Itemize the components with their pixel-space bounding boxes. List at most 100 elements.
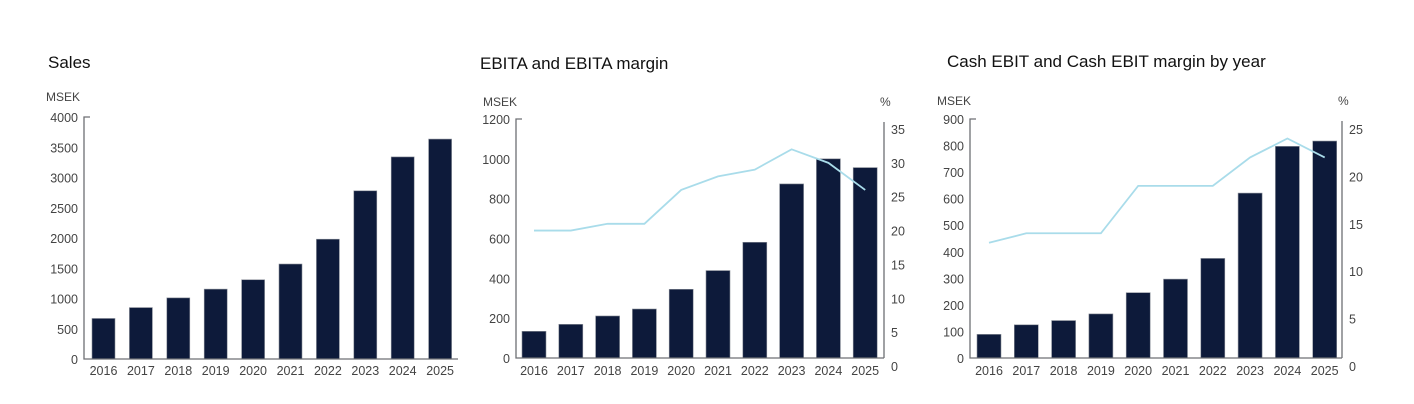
bar-2024 <box>816 158 841 359</box>
y2-tick-label: 15 <box>1349 218 1363 232</box>
y-tick-label: 1000 <box>50 293 78 307</box>
bar-2025 <box>852 167 878 359</box>
y-tick-label: 1200 <box>482 113 510 127</box>
y-tick-label: 300 <box>943 272 964 286</box>
y-tick-label: 500 <box>943 219 964 233</box>
y2-tick-label: 25 <box>891 191 905 205</box>
x-tick-label: 2017 <box>557 364 585 378</box>
bar-2024 <box>1275 146 1300 359</box>
y2-tick-label: 20 <box>1349 170 1363 184</box>
bar-2017 <box>129 307 153 360</box>
left-axis <box>969 118 1342 359</box>
y2-tick-label: 10 <box>891 292 905 306</box>
x-tick-label: 2024 <box>814 364 842 378</box>
x-tick-label: 2025 <box>426 364 454 378</box>
margin-line <box>988 137 1326 244</box>
y-tick-label: 800 <box>489 193 510 207</box>
chart-3: Cash EBIT and Cash EBIT margin by year MS… <box>937 52 1363 378</box>
x-tick-label: 2020 <box>667 364 695 378</box>
y-tick-label: 2500 <box>50 202 78 216</box>
y2-axis-unit: % <box>880 95 891 109</box>
bar-2022 <box>742 241 768 359</box>
y-tick-label: 700 <box>943 166 964 180</box>
y2-tick-label: 0 <box>891 360 898 374</box>
bar-2021 <box>278 263 303 360</box>
bar-2016 <box>976 334 1002 359</box>
y-tick-label: 4000 <box>50 111 78 125</box>
y-axis-unit: MSEK <box>46 90 80 104</box>
y2-tick-label: 5 <box>891 326 898 340</box>
x-tick-label: 2016 <box>90 364 118 378</box>
y-tick-label: 0 <box>71 353 78 367</box>
x-tick-label: 2018 <box>164 364 192 378</box>
x-tick-label: 2023 <box>778 364 806 378</box>
bar-2020 <box>1125 292 1151 359</box>
bar-2023 <box>779 183 804 359</box>
bar-2024 <box>390 156 415 360</box>
x-tick-label: 2019 <box>630 364 658 378</box>
x-tick-label: 2022 <box>741 364 769 378</box>
bar-2021 <box>705 270 731 359</box>
y-tick-label: 1000 <box>482 153 510 167</box>
x-tick-label: 2019 <box>202 364 230 378</box>
y2-tick-label: 10 <box>1349 265 1363 279</box>
x-tick-label: 2022 <box>314 364 342 378</box>
left-axis <box>83 116 458 360</box>
x-tick-label: 2021 <box>704 364 732 378</box>
x-tick-label: 2021 <box>1162 364 1190 378</box>
bar-2023 <box>1237 192 1263 359</box>
bar-2023 <box>353 190 378 360</box>
x-tick-label: 2016 <box>975 364 1003 378</box>
y2-axis-unit: % <box>1338 94 1349 108</box>
chart-title: Cash EBIT and Cash EBIT margin by year <box>947 52 1266 71</box>
x-tick-label: 2023 <box>1236 364 1264 378</box>
bar-2025 <box>428 138 452 360</box>
y-tick-label: 2000 <box>50 232 78 246</box>
y2-tick-label: 0 <box>1349 360 1356 374</box>
chart-title: EBITA and EBITA margin <box>480 54 668 73</box>
y-tick-label: 1500 <box>50 262 78 276</box>
bar-2016 <box>521 331 547 359</box>
bar-2022 <box>316 238 340 360</box>
y2-tick-label: 20 <box>891 225 905 239</box>
y-axis-unit: MSEK <box>937 94 971 108</box>
chart-1: Sales MSEK 0 500 1000 1500 2000 2500 3000 3500 400… <box>46 53 458 378</box>
bar-2019 <box>632 308 657 359</box>
y-tick-label: 100 <box>943 325 964 339</box>
x-tick-label: 2025 <box>851 364 879 378</box>
bar-2018 <box>1051 320 1076 359</box>
x-tick-label: 2021 <box>277 364 305 378</box>
y-tick-label: 600 <box>489 233 510 247</box>
bar-2017 <box>558 324 584 359</box>
x-tick-label: 2018 <box>594 364 622 378</box>
bar-2018 <box>166 297 191 360</box>
bar-2019 <box>203 288 228 360</box>
y-tick-label: 3000 <box>50 172 78 186</box>
x-tick-label: 2020 <box>1124 364 1152 378</box>
y-tick-label: 400 <box>943 246 964 260</box>
y-tick-label: 400 <box>489 272 510 286</box>
y2-tick-label: 25 <box>1349 123 1363 137</box>
x-tick-label: 2023 <box>351 364 379 378</box>
y-tick-label: 500 <box>57 323 78 337</box>
bar-2017 <box>1013 324 1039 359</box>
bar-2020 <box>668 288 694 359</box>
y2-tick-label: 35 <box>891 123 905 137</box>
y-tick-label: 800 <box>943 140 964 154</box>
x-tick-label: 2018 <box>1050 364 1078 378</box>
chart-2: EBITA and EBITA marginMSEK02004006008001… <box>480 54 905 378</box>
margin-line <box>534 148 866 232</box>
bar-2025 <box>1312 140 1337 359</box>
y-tick-label: 200 <box>943 299 964 313</box>
bar-2019 <box>1088 313 1114 359</box>
y-tick-label: 200 <box>489 312 510 326</box>
x-tick-label: 2020 <box>239 364 267 378</box>
x-tick-label: 2019 <box>1087 364 1115 378</box>
y-tick-label: 900 <box>943 113 964 127</box>
y2-tick-label: 15 <box>891 258 905 272</box>
left-axis <box>515 118 884 359</box>
chart-title: Sales <box>48 53 91 72</box>
bar-2016 <box>91 318 116 360</box>
x-tick-label: 2017 <box>127 364 155 378</box>
